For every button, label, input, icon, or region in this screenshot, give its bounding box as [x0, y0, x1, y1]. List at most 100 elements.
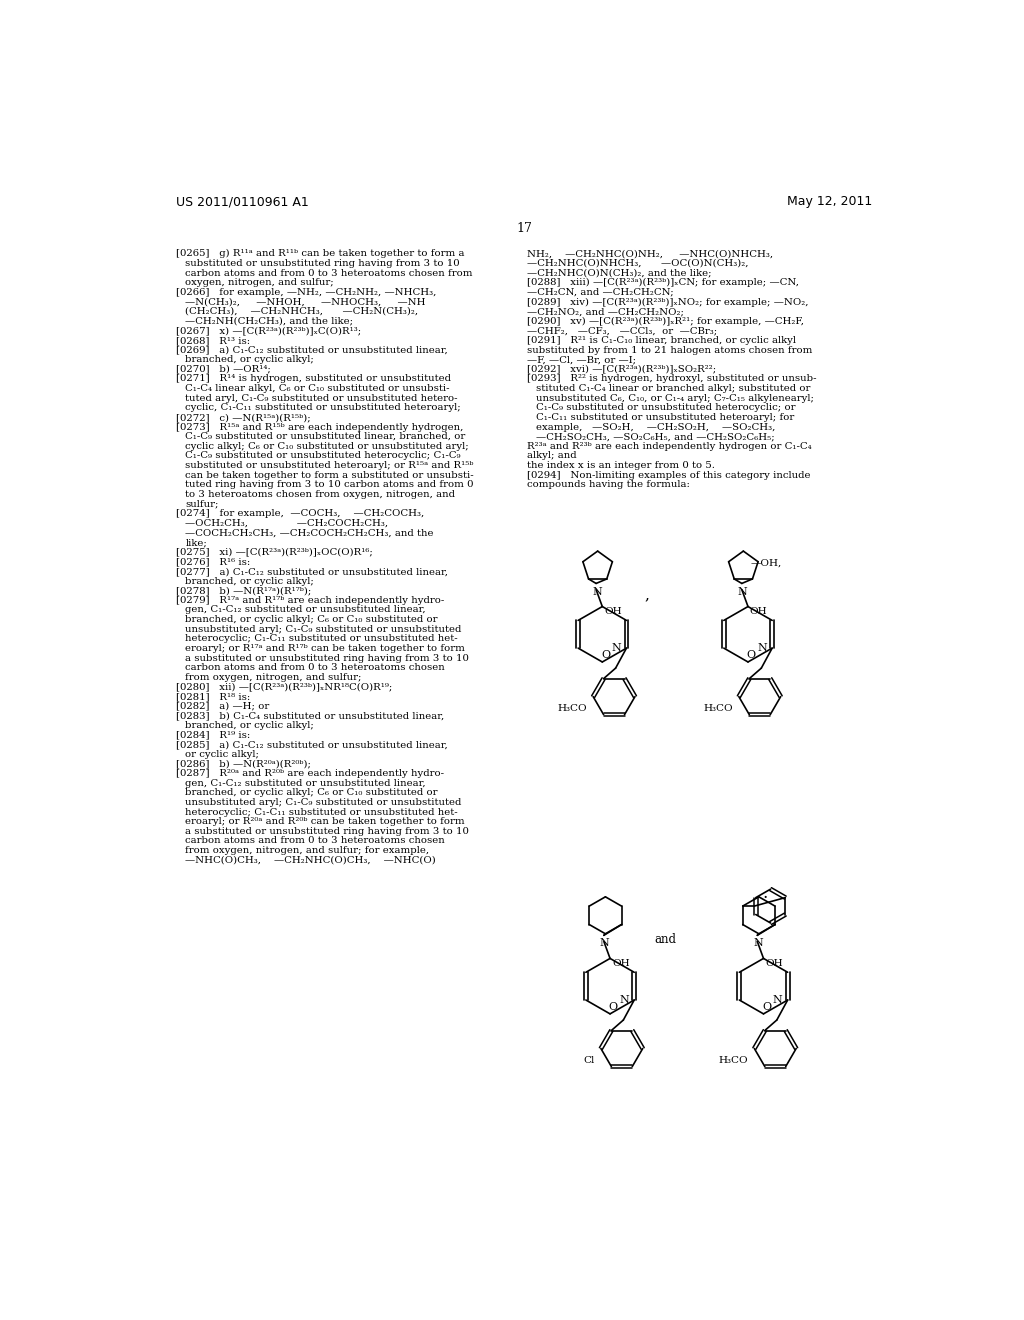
- Text: —OH,: —OH,: [751, 558, 781, 568]
- Text: NH₂,    —CH₂NHC(O)NH₂,     —NHC(O)NHCH₃,: NH₂, —CH₂NHC(O)NH₂, —NHC(O)NHCH₃,: [527, 249, 773, 259]
- Text: gen, C₁-C₁₂ substituted or unsubstituted linear,: gen, C₁-C₁₂ substituted or unsubstituted…: [185, 606, 426, 614]
- Text: [0270]   b) —OR¹⁴;: [0270] b) —OR¹⁴;: [176, 364, 271, 374]
- Text: [0279]   R¹⁷ᵃ and R¹⁷ᵇ are each independently hydro-: [0279] R¹⁷ᵃ and R¹⁷ᵇ are each independen…: [176, 595, 444, 605]
- Text: Cl: Cl: [584, 1056, 595, 1065]
- Text: [0267]   x) —[C(R²³ᵃ)(R²³ᵇ)]ₓC(O)R¹³;: [0267] x) —[C(R²³ᵃ)(R²³ᵇ)]ₓC(O)R¹³;: [176, 326, 361, 335]
- Text: [0290]   xv) —[C(R²³ᵃ)(R²³ᵇ)]ₓR²¹; for example, —CH₂F,: [0290] xv) —[C(R²³ᵃ)(R²³ᵇ)]ₓR²¹; for exa…: [527, 317, 804, 326]
- Text: [0268]   R¹³ is:: [0268] R¹³ is:: [176, 335, 250, 345]
- Text: cyclic alkyl; C₆ or C₁₀ substituted or unsubstituted aryl;: cyclic alkyl; C₆ or C₁₀ substituted or u…: [185, 442, 469, 450]
- Text: unsubstituted aryl; C₁-C₉ substituted or unsubstituted: unsubstituted aryl; C₁-C₉ substituted or…: [185, 624, 462, 634]
- Text: [0273]   R¹⁵ᵃ and R¹⁵ᵇ are each independently hydrogen,: [0273] R¹⁵ᵃ and R¹⁵ᵇ are each independen…: [176, 422, 464, 432]
- Text: OH: OH: [765, 958, 783, 968]
- Text: N: N: [772, 995, 782, 1005]
- Text: C₁-C₉ substituted or unsubstituted linear, branched, or: C₁-C₉ substituted or unsubstituted linea…: [185, 432, 466, 441]
- Text: branched, or cyclic alkyl;: branched, or cyclic alkyl;: [185, 721, 314, 730]
- Text: [0293]   R²² is hydrogen, hydroxyl, substituted or unsub-: [0293] R²² is hydrogen, hydroxyl, substi…: [527, 375, 816, 383]
- Text: to 3 heteroatoms chosen from oxygen, nitrogen, and: to 3 heteroatoms chosen from oxygen, nit…: [185, 490, 456, 499]
- Text: —CH₂NHC(O)NHCH₃,      —OC(O)N(CH₃)₂,: —CH₂NHC(O)NHCH₃, —OC(O)N(CH₃)₂,: [527, 259, 749, 268]
- Text: [0277]   a) C₁-C₁₂ substituted or unsubstituted linear,: [0277] a) C₁-C₁₂ substituted or unsubsti…: [176, 566, 449, 576]
- Text: and: and: [654, 933, 676, 946]
- Text: C₁-C₁₁ substituted or unsubstituted heteroaryl; for: C₁-C₁₁ substituted or unsubstituted hete…: [537, 413, 795, 422]
- Text: sulfur;: sulfur;: [185, 499, 219, 508]
- Text: [0287]   R²⁰ᵃ and R²⁰ᵇ are each independently hydro-: [0287] R²⁰ᵃ and R²⁰ᵇ are each independen…: [176, 770, 444, 777]
- Text: R²³ᵃ and R²³ᵇ are each independently hydrogen or C₁-C₄: R²³ᵃ and R²³ᵇ are each independently hyd…: [527, 442, 812, 450]
- Text: —CHF₂,   —CF₃,   —CCl₃,  or  —CBr₃;: —CHF₂, —CF₃, —CCl₃, or —CBr₃;: [527, 326, 718, 335]
- Text: .: .: [762, 886, 767, 903]
- Text: [0291]   R²¹ is C₁-C₁₀ linear, branched, or cyclic alkyl: [0291] R²¹ is C₁-C₁₀ linear, branched, o…: [527, 335, 796, 345]
- Text: alkyl; and: alkyl; and: [527, 451, 577, 461]
- Text: tuted aryl, C₁-C₉ substituted or unsubstituted hetero-: tuted aryl, C₁-C₉ substituted or unsubst…: [185, 393, 458, 403]
- Text: branched, or cyclic alkyl; C₆ or C₁₀ substituted or: branched, or cyclic alkyl; C₆ or C₁₀ sub…: [185, 788, 438, 797]
- Text: —CH₂NH(CH₂CH₃), and the like;: —CH₂NH(CH₂CH₃), and the like;: [185, 317, 353, 326]
- Text: OH: OH: [604, 607, 622, 615]
- Text: or cyclic alkyl;: or cyclic alkyl;: [185, 750, 259, 759]
- Text: N: N: [600, 939, 609, 948]
- Text: N: N: [737, 586, 748, 597]
- Text: [0278]   b) —N(R¹⁷ᵃ)(R¹⁷ᵇ);: [0278] b) —N(R¹⁷ᵃ)(R¹⁷ᵇ);: [176, 586, 311, 595]
- Text: [0274]   for example,  —COCH₃,    —CH₂COCH₃,: [0274] for example, —COCH₃, —CH₂COCH₃,: [176, 510, 424, 519]
- Text: [0288]   xiii) —[C(R²³ᵃ)(R²³ᵇ)]ₓCN; for example; —CN,: [0288] xiii) —[C(R²³ᵃ)(R²³ᵇ)]ₓCN; for ex…: [527, 279, 799, 288]
- Text: 17: 17: [517, 222, 532, 235]
- Text: substituted or unsubstituted ring having from 3 to 10: substituted or unsubstituted ring having…: [185, 259, 460, 268]
- Text: [0276]   R¹⁶ is:: [0276] R¹⁶ is:: [176, 557, 250, 566]
- Text: —CH₂SO₂CH₃, —SO₂C₆H₅, and —CH₂SO₂C₆H₅;: —CH₂SO₂CH₃, —SO₂C₆H₅, and —CH₂SO₂C₆H₅;: [537, 432, 775, 441]
- Text: cyclic, C₁-C₁₁ substituted or unsubstituted heteroaryl;: cyclic, C₁-C₁₁ substituted or unsubstitu…: [185, 404, 461, 412]
- Text: compounds having the formula:: compounds having the formula:: [527, 480, 690, 490]
- Text: carbon atoms and from 0 to 3 heteroatoms chosen: carbon atoms and from 0 to 3 heteroatoms…: [185, 663, 445, 672]
- Text: heterocyclic; C₁-C₁₁ substituted or unsubstituted het-: heterocyclic; C₁-C₁₁ substituted or unsu…: [185, 808, 458, 817]
- Text: [0285]   a) C₁-C₁₂ substituted or unsubstituted linear,: [0285] a) C₁-C₁₂ substituted or unsubsti…: [176, 741, 447, 750]
- Text: [0281]   R¹⁸ is:: [0281] R¹⁸ is:: [176, 692, 250, 701]
- Text: [0292]   xvi) —[C(R²³ᵃ)(R²³ᵇ)]ₓSO₂R²²;: [0292] xvi) —[C(R²³ᵃ)(R²³ᵇ)]ₓSO₂R²²;: [527, 364, 717, 374]
- Text: branched, or cyclic alkyl;: branched, or cyclic alkyl;: [185, 355, 314, 364]
- Text: —CH₂NO₂, and —CH₂CH₂NO₂;: —CH₂NO₂, and —CH₂CH₂NO₂;: [527, 308, 684, 315]
- Text: —NHC(O)CH₃,    —CH₂NHC(O)CH₃,    —NHC(O): —NHC(O)CH₃, —CH₂NHC(O)CH₃, —NHC(O): [185, 855, 436, 865]
- Text: like;: like;: [185, 539, 207, 546]
- Text: —F, —Cl, —Br, or —I;: —F, —Cl, —Br, or —I;: [527, 355, 636, 364]
- Text: N: N: [754, 939, 763, 948]
- Text: substituted by from 1 to 21 halogen atoms chosen from: substituted by from 1 to 21 halogen atom…: [527, 346, 812, 355]
- Text: N: N: [620, 995, 629, 1005]
- Text: O: O: [601, 649, 610, 660]
- Text: [0272]   c) —N(R¹⁵ᵃ)(R¹⁵ᵇ);: [0272] c) —N(R¹⁵ᵃ)(R¹⁵ᵇ);: [176, 413, 311, 422]
- Text: [0280]   xii) —[C(R²³ᵃ)(R²³ᵇ)]ₓNR¹⁸C(O)R¹⁹;: [0280] xii) —[C(R²³ᵃ)(R²³ᵇ)]ₓNR¹⁸C(O)R¹⁹…: [176, 682, 392, 692]
- Text: [0275]   xi) —[C(R²³ᵃ)(R²³ᵇ)]ₓOC(O)R¹⁶;: [0275] xi) —[C(R²³ᵃ)(R²³ᵇ)]ₓOC(O)R¹⁶;: [176, 548, 373, 557]
- Text: gen, C₁-C₁₂ substituted or unsubstituted linear,: gen, C₁-C₁₂ substituted or unsubstituted…: [185, 779, 426, 788]
- Text: branched, or cyclic alkyl;: branched, or cyclic alkyl;: [185, 577, 314, 586]
- Text: carbon atoms and from 0 to 3 heteroatoms chosen from: carbon atoms and from 0 to 3 heteroatoms…: [185, 268, 473, 277]
- Text: May 12, 2011: May 12, 2011: [786, 195, 872, 209]
- Text: N: N: [611, 643, 621, 653]
- Text: [0265]   g) R¹¹ᵃ and R¹¹ᵇ can be taken together to form a: [0265] g) R¹¹ᵃ and R¹¹ᵇ can be taken tog…: [176, 249, 465, 259]
- Text: N: N: [592, 586, 602, 597]
- Text: [0286]   b) —N(R²⁰ᵃ)(R²⁰ᵇ);: [0286] b) —N(R²⁰ᵃ)(R²⁰ᵇ);: [176, 759, 311, 768]
- Text: [0269]   a) C₁-C₁₂ substituted or unsubstituted linear,: [0269] a) C₁-C₁₂ substituted or unsubsti…: [176, 346, 447, 355]
- Text: C₁-C₉ substituted or unsubstituted heterocyclic; or: C₁-C₉ substituted or unsubstituted heter…: [537, 404, 796, 412]
- Text: US 2011/0110961 A1: US 2011/0110961 A1: [176, 195, 309, 209]
- Text: C₁-C₄ linear alkyl, C₆ or C₁₀ substituted or unsubsti-: C₁-C₄ linear alkyl, C₆ or C₁₀ substitute…: [185, 384, 450, 393]
- Text: H₃CO: H₃CO: [719, 1056, 749, 1065]
- Text: from oxygen, nitrogen, and sulfur;: from oxygen, nitrogen, and sulfur;: [185, 673, 361, 681]
- Text: the index x is an integer from 0 to 5.: the index x is an integer from 0 to 5.: [527, 461, 715, 470]
- Text: [0294]   Non-limiting examples of this category include: [0294] Non-limiting examples of this cat…: [527, 471, 811, 479]
- Text: heterocyclic; C₁-C₁₁ substituted or unsubstituted het-: heterocyclic; C₁-C₁₁ substituted or unsu…: [185, 635, 458, 643]
- Text: N: N: [757, 643, 767, 653]
- Text: H₃CO: H₃CO: [703, 705, 732, 713]
- Text: O: O: [609, 1002, 617, 1012]
- Text: —COCH₂CH₂CH₃, —CH₂COCH₂CH₂CH₃, and the: —COCH₂CH₂CH₃, —CH₂COCH₂CH₂CH₃, and the: [185, 528, 434, 537]
- Text: substituted or unsubstituted heteroaryl; or R¹⁵ᵃ and R¹⁵ᵇ: substituted or unsubstituted heteroaryl;…: [185, 461, 474, 470]
- Text: [0289]   xiv) —[C(R²³ᵃ)(R²³ᵇ)]ₓNO₂; for example; —NO₂,: [0289] xiv) —[C(R²³ᵃ)(R²³ᵇ)]ₓNO₂; for ex…: [527, 297, 809, 306]
- Text: tuted ring having from 3 to 10 carbon atoms and from 0: tuted ring having from 3 to 10 carbon at…: [185, 480, 474, 490]
- Text: OH: OH: [612, 958, 630, 968]
- Text: OH: OH: [750, 607, 768, 615]
- Text: —CH₂CN, and —CH₂CH₂CN;: —CH₂CN, and —CH₂CH₂CN;: [527, 288, 674, 297]
- Text: oxygen, nitrogen, and sulfur;: oxygen, nitrogen, and sulfur;: [185, 279, 334, 288]
- Text: (CH₂CH₃),    —CH₂NHCH₃,      —CH₂N(CH₃)₂,: (CH₂CH₃), —CH₂NHCH₃, —CH₂N(CH₃)₂,: [185, 308, 419, 315]
- Text: O: O: [746, 649, 756, 660]
- Text: can be taken together to form a substituted or unsubsti-: can be taken together to form a substitu…: [185, 471, 474, 479]
- Text: C₁-C₉ substituted or unsubstituted heterocyclic; C₁-C₉: C₁-C₉ substituted or unsubstituted heter…: [185, 451, 461, 461]
- Text: eroaryl; or R²⁰ᵃ and R²⁰ᵇ can be taken together to form: eroaryl; or R²⁰ᵃ and R²⁰ᵇ can be taken t…: [185, 817, 465, 826]
- Text: [0283]   b) C₁-C₄ substituted or unsubstituted linear,: [0283] b) C₁-C₄ substituted or unsubstit…: [176, 711, 444, 721]
- Text: —CH₂NHC(O)N(CH₃)₂, and the like;: —CH₂NHC(O)N(CH₃)₂, and the like;: [527, 268, 712, 277]
- Text: example,   —SO₂H,    —CH₂SO₂H,    —SO₂CH₃,: example, —SO₂H, —CH₂SO₂H, —SO₂CH₃,: [537, 422, 776, 432]
- Text: O: O: [762, 1002, 771, 1012]
- Text: eroaryl; or R¹⁷ᵃ and R¹⁷ᵇ can be taken together to form: eroaryl; or R¹⁷ᵃ and R¹⁷ᵇ can be taken t…: [185, 644, 465, 653]
